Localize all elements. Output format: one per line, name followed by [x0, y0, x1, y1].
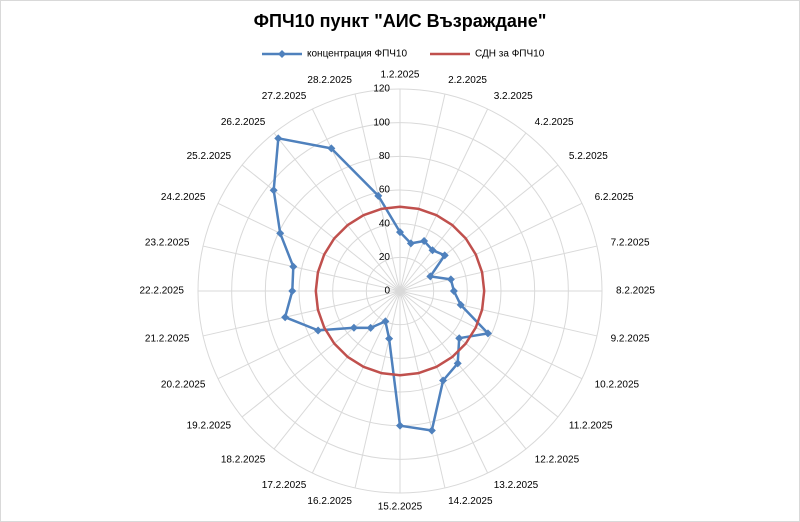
data-point	[274, 134, 283, 143]
legend-label: СДН за ФПЧ10	[475, 49, 545, 60]
series-line	[314, 205, 486, 377]
category-label: 1.2.2025	[381, 70, 420, 81]
legend-marker	[278, 50, 286, 58]
category-label: 23.2.2025	[145, 238, 190, 249]
spoke	[354, 93, 401, 292]
data-point	[314, 326, 323, 335]
data-point	[426, 272, 435, 281]
spoke	[399, 290, 583, 380]
category-label: 26.2.2025	[221, 117, 266, 128]
category-label: 11.2.2025	[569, 420, 613, 431]
spoke	[399, 290, 559, 418]
data-point	[420, 236, 429, 245]
category-label: 18.2.2025	[221, 455, 266, 466]
spoke	[399, 164, 559, 292]
spoke	[311, 108, 401, 292]
spoke	[202, 245, 401, 292]
spoke	[202, 290, 401, 337]
data-point	[396, 421, 404, 430]
data-point	[440, 251, 449, 260]
category-label: 5.2.2025	[569, 151, 608, 162]
category-label: 8.2.2025	[616, 286, 655, 297]
data-point	[396, 228, 404, 237]
category-label: 6.2.2025	[595, 192, 634, 203]
spoke	[241, 164, 401, 292]
spoke	[273, 132, 401, 292]
data-point	[276, 229, 285, 238]
spoke	[354, 290, 401, 489]
data-point	[453, 359, 462, 368]
category-label: 15.2.2025	[378, 502, 423, 513]
legend-label: концентрация ФПЧ10	[307, 49, 407, 60]
category-label: 7.2.2025	[611, 238, 650, 249]
category-label: 13.2.2025	[494, 480, 539, 491]
category-label: 27.2.2025	[262, 91, 307, 102]
spoke	[399, 245, 598, 292]
data-point	[428, 246, 437, 255]
spoke	[399, 108, 489, 292]
data-point	[381, 317, 390, 326]
r-tick-label: 40	[379, 218, 391, 229]
data-point	[406, 239, 415, 248]
category-label: 22.2.2025	[140, 286, 185, 297]
data-point	[449, 287, 458, 295]
spoke	[217, 290, 401, 380]
data-point	[349, 323, 358, 332]
spoke	[399, 132, 527, 292]
category-label: 10.2.2025	[595, 379, 640, 390]
data-point	[366, 323, 375, 332]
category-label: 21.2.2025	[145, 334, 190, 345]
r-tick-label: 120	[373, 84, 390, 95]
data-point	[374, 191, 383, 200]
category-label: 3.2.2025	[494, 91, 533, 102]
category-label: 2.2.2025	[448, 75, 487, 86]
data-point	[385, 334, 394, 343]
category-label: 12.2.2025	[535, 455, 580, 466]
data-point	[269, 186, 278, 195]
data-point	[281, 313, 290, 322]
data-point	[446, 275, 455, 284]
r-tick-label: 80	[379, 151, 391, 162]
r-tick-label: 60	[379, 185, 391, 196]
spoke	[273, 290, 401, 450]
category-label: 24.2.2025	[161, 192, 206, 203]
data-point	[289, 262, 298, 271]
category-label: 28.2.2025	[307, 75, 352, 86]
category-label: 16.2.2025	[307, 496, 352, 507]
data-point	[288, 287, 297, 295]
spoke	[399, 93, 446, 292]
r-tick-label: 20	[379, 252, 391, 263]
r-tick-label: 100	[373, 117, 390, 128]
data-point	[327, 144, 336, 153]
spoke	[217, 202, 401, 292]
category-label: 17.2.2025	[262, 480, 307, 491]
data-point	[439, 376, 448, 385]
category-label: 20.2.2025	[161, 379, 206, 390]
data-point	[455, 334, 464, 343]
category-label: 9.2.2025	[611, 334, 650, 345]
data-point	[483, 329, 492, 338]
spoke	[399, 290, 598, 337]
spoke	[399, 290, 446, 489]
category-label: 25.2.2025	[187, 151, 232, 162]
data-point	[427, 426, 436, 435]
r-tick-label: 0	[384, 286, 390, 297]
chart-title: ФПЧ10 пункт "АИС Възраждане"	[254, 11, 547, 31]
spoke	[399, 290, 527, 450]
category-label: 19.2.2025	[187, 420, 232, 431]
spoke	[241, 290, 401, 418]
category-label: 4.2.2025	[535, 117, 574, 128]
category-label: 14.2.2025	[448, 496, 493, 507]
data-point	[456, 300, 465, 309]
